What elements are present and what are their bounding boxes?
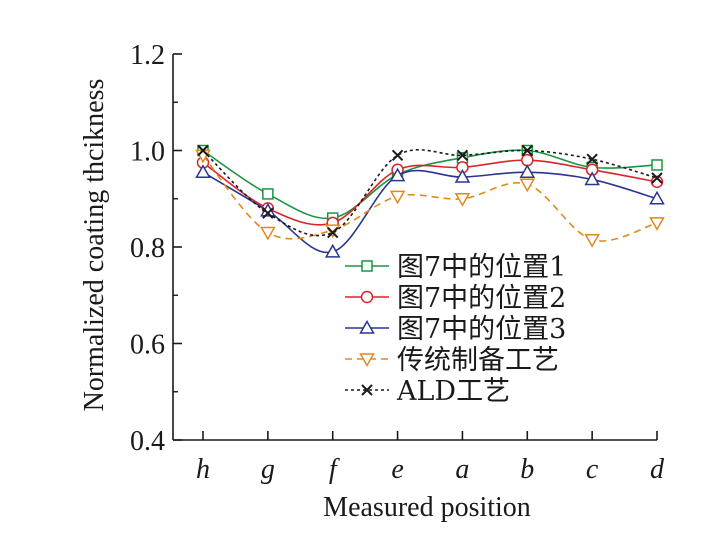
legend-item-3: 图7中的位置3: [345, 314, 566, 345]
x-tick-label: h: [196, 454, 210, 485]
x-tick-label: g: [261, 454, 275, 485]
y-tick-label: 0.8: [130, 233, 165, 264]
legend-label: 图7中的位置2: [397, 283, 566, 314]
data-point: [519, 164, 536, 178]
x-tick-label: b: [520, 454, 534, 485]
data-point: [195, 164, 211, 178]
data-point: [586, 153, 598, 165]
series-line: [202, 169, 658, 254]
legend-item-5: ALD工艺: [345, 376, 510, 407]
series-3: [195, 164, 665, 258]
data-point: [262, 188, 274, 200]
data-point: [649, 190, 665, 205]
data-point: [584, 234, 600, 248]
legend-marker: [359, 319, 375, 334]
y-tick-label: 0.6: [130, 330, 165, 361]
data-point: [649, 217, 665, 231]
data-point: [454, 169, 471, 183]
y-tick-label: 1.0: [130, 137, 165, 168]
legend-item-1: 图7中的位置1: [345, 252, 566, 283]
x-axis-title: Measured position: [323, 492, 531, 523]
series-line: [202, 159, 658, 226]
data-point: [651, 172, 663, 184]
legend-item-2: 图7中的位置2: [345, 283, 566, 314]
legend-marker: [360, 290, 374, 304]
legend-marker: [361, 260, 373, 272]
x-tick-label: e: [391, 454, 403, 485]
data-point: [389, 167, 406, 182]
y-axis-title: Normalized coating thcikness: [79, 79, 110, 412]
data-point: [389, 190, 406, 205]
legend-item-4: 传统制备工艺: [345, 345, 559, 376]
legend-label: ALD工艺: [396, 376, 510, 407]
data-point: [456, 149, 469, 162]
series-layer: [195, 144, 665, 258]
data-point: [391, 149, 404, 162]
data-point: [584, 171, 600, 186]
x-tick-label: d: [650, 454, 665, 485]
x-tick-label: a: [455, 454, 469, 485]
legend-marker: [361, 384, 373, 396]
data-point: [454, 193, 471, 207]
data-point: [650, 175, 664, 189]
x-tick-label: c: [586, 454, 599, 485]
data-point: [260, 226, 276, 241]
y-tick-label: 0.4: [130, 426, 165, 457]
data-point: [324, 243, 341, 258]
data-point: [651, 159, 663, 171]
y-tick-label: 1.2: [130, 40, 165, 71]
data-point: [327, 226, 339, 239]
data-point: [262, 207, 274, 219]
data-point: [521, 153, 534, 167]
data-point: [521, 144, 533, 157]
series-5: [197, 144, 663, 239]
x-tick-label: f: [329, 454, 340, 485]
legend-label: 图7中的位置3: [397, 314, 566, 345]
data-point: [519, 178, 536, 193]
legend-label: 图7中的位置1: [397, 252, 566, 283]
data-point: [197, 144, 209, 157]
legend-marker: [359, 353, 375, 368]
legend-label: 传统制备工艺: [397, 345, 559, 376]
axes: 0.4 0.6 0.8 1.0 1.2 h g f e a b c d: [130, 40, 665, 485]
